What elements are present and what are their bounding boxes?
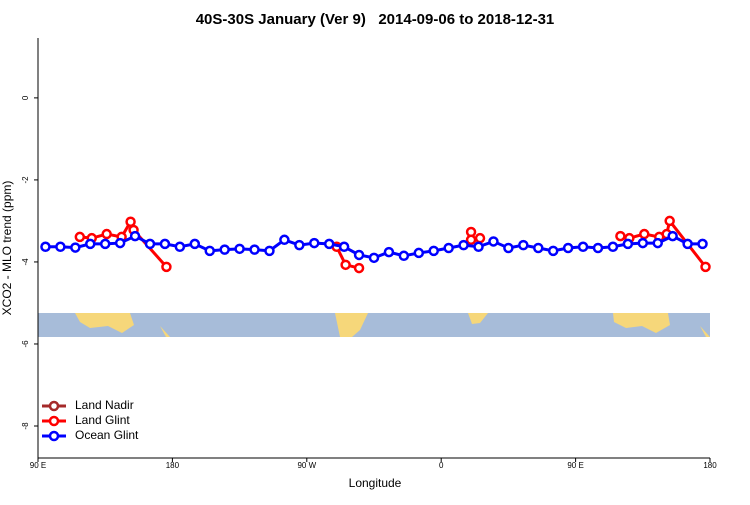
point [383, 246, 395, 258]
x-tick-label: 180 [703, 461, 717, 470]
point [413, 247, 425, 259]
point [85, 238, 96, 250]
legend-label: Ocean Glint [75, 428, 139, 442]
point [458, 239, 469, 251]
point [161, 261, 172, 273]
point [55, 241, 66, 253]
x-tick-label: 180 [166, 461, 180, 470]
point [174, 241, 186, 253]
y-tick-label: 0 [21, 95, 30, 100]
point [353, 249, 365, 261]
point [465, 234, 477, 246]
point [547, 245, 559, 257]
point [473, 241, 484, 253]
y-tick-label: -6 [21, 340, 30, 348]
point [615, 230, 626, 242]
chart-title: 40S-30S January (Ver 9) 2014-09-06 to 20… [196, 11, 555, 28]
point [368, 252, 380, 264]
point [309, 237, 320, 249]
point [637, 237, 649, 249]
point [323, 238, 335, 250]
map-strip [38, 313, 710, 337]
point [503, 242, 514, 254]
legend-marker [48, 430, 60, 442]
point [338, 241, 350, 253]
point [159, 238, 171, 250]
point [70, 242, 81, 253]
point [607, 241, 619, 253]
legend-label: Land Nadir [75, 398, 134, 412]
point [99, 238, 111, 250]
point [562, 242, 574, 254]
point [144, 238, 156, 250]
legend-label: Land Glint [75, 413, 130, 427]
point [204, 245, 215, 257]
point [125, 216, 136, 227]
point [101, 228, 112, 240]
point [353, 262, 365, 274]
point [129, 230, 141, 242]
point [279, 234, 290, 246]
point [189, 238, 201, 250]
x-tick-label: 90 E [567, 461, 583, 470]
x-tick-label: 0 [439, 461, 444, 470]
point [639, 228, 650, 240]
point [340, 259, 351, 271]
point [622, 238, 634, 250]
point [219, 244, 230, 255]
point [592, 242, 604, 254]
y-tick-label: -8 [21, 422, 30, 430]
point [667, 230, 678, 242]
x-tick-label: 90 E [30, 461, 46, 470]
point [249, 244, 260, 255]
point [114, 237, 126, 249]
land-shapes [75, 313, 710, 337]
point [443, 242, 454, 254]
point [700, 261, 711, 273]
y-axis-label: XCO2 - MLO trend (ppm) [0, 181, 14, 316]
point [697, 238, 708, 250]
point [577, 241, 589, 253]
point [488, 236, 499, 247]
y-tick-label: -2 [21, 176, 30, 184]
point [533, 242, 544, 254]
point [682, 238, 693, 250]
point [652, 237, 663, 249]
x-axis-label: Longitude [349, 476, 402, 490]
point [664, 215, 675, 227]
x-tick-label: 90 W [297, 461, 316, 470]
y-tick-label: -4 [21, 258, 30, 266]
point [234, 243, 245, 255]
point [428, 245, 439, 257]
point [518, 239, 529, 251]
point [474, 232, 486, 244]
legend-marker [48, 415, 60, 427]
point [398, 250, 410, 262]
point [74, 231, 86, 243]
point [294, 239, 305, 251]
point [40, 241, 51, 253]
point [264, 245, 275, 257]
legend-marker [48, 400, 60, 412]
